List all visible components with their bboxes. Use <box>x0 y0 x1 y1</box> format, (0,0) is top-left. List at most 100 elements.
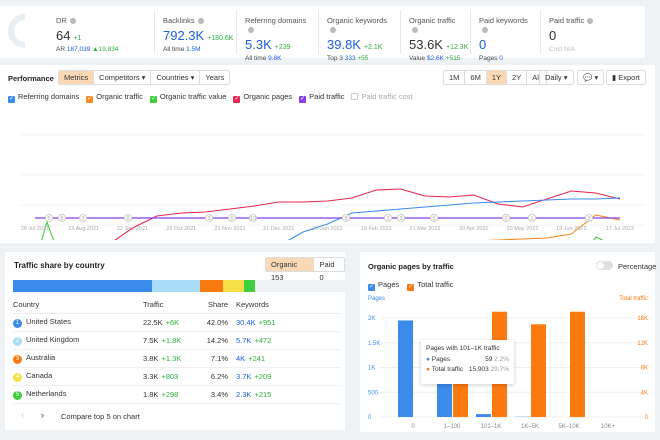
pages-bar <box>398 320 413 417</box>
pages-checkbox[interactable]: ✓ <box>368 284 375 291</box>
share-cell: 14.2% <box>203 331 228 350</box>
country-cell: 3 Australia <box>13 349 143 368</box>
metric-2[interactable]: Referring domains 5.3K +239 All time 9.8K <box>237 10 319 62</box>
x-tick-label: 22 Oct 2021 <box>166 226 196 232</box>
event-count: 6 <box>230 216 233 222</box>
rank-badge: 3 <box>13 354 22 364</box>
paid-button[interactable]: Paid 0 <box>319 260 335 282</box>
table-row[interactable]: 5 Netherlands 1.8K +298 3.4% 2.3K +215 <box>13 385 340 404</box>
col-traffic[interactable]: Traffic <box>143 297 203 314</box>
event-marker <box>124 214 132 222</box>
legend-item[interactable]: Paid traffic cost <box>351 92 413 103</box>
traffic-checkbox[interactable]: ✓ <box>407 284 415 291</box>
keywords-cell: 3.7K +209 <box>228 367 340 386</box>
left-tick: 1.5K <box>368 341 380 347</box>
tab-3[interactable]: Years <box>205 73 225 82</box>
x-tick-label: 20 Jan 2022 <box>312 226 342 232</box>
tooltip-traffic-label: Total traffic <box>431 366 464 373</box>
event-count: 8 <box>126 216 129 222</box>
legend-item[interactable]: ✓ Organic traffic <box>86 92 143 103</box>
category-label: 5K–10K <box>558 424 579 430</box>
organic-button[interactable]: Organic 153 <box>266 258 315 282</box>
metric-label: Paid keywords <box>479 16 532 34</box>
share-segment-1[interactable] <box>152 280 200 292</box>
metric-4[interactable]: Organic traffic 53.6K +12.3K Value $2.6K … <box>401 10 471 62</box>
legend-item[interactable]: ✓ Referring domains <box>8 92 80 103</box>
col-share[interactable]: Share <box>203 297 228 314</box>
left-tick: 0 <box>368 415 372 421</box>
right-tick: 8K <box>641 366 648 372</box>
table-row[interactable]: 4 Canada 3.3K +803 6.2% 3.7K +209 <box>13 367 340 386</box>
info-icon <box>482 27 488 34</box>
organic-pages-panel: Organic pages by traffic Percentage ✓ Pag… <box>360 252 656 432</box>
range-1Y[interactable]: 1Y <box>486 71 508 84</box>
traffic-cell: 3.8K +1.3K <box>143 349 203 368</box>
metric-sub: All time 1.5M <box>163 46 201 53</box>
annotate-button[interactable]: 💬 ▾ <box>577 70 605 85</box>
x-tick-label: 23 Aug 2021 <box>68 226 99 232</box>
tab-0[interactable]: Metrics <box>59 71 95 84</box>
x-tick-label: 20 May 2022 <box>507 226 539 232</box>
metric-6[interactable]: Paid traffic 0 Cost N/A <box>541 10 631 54</box>
col-keywords[interactable]: Keywords <box>228 297 340 314</box>
x-tick-label: 20 Apr 2022 <box>459 226 489 232</box>
x-tick-label: 21 Mar 2022 <box>410 226 441 232</box>
legend-item[interactable]: ✓ Organic pages <box>233 92 293 103</box>
share-segment-0[interactable] <box>13 280 153 292</box>
right-tick: 0 <box>645 415 649 421</box>
metric-value: 5.3K +239 <box>245 37 291 52</box>
metric-value: 53.6K +12.3K <box>409 37 469 52</box>
metric-delta: +12.3K <box>445 44 469 51</box>
range-6M[interactable]: 6M <box>465 71 487 84</box>
prev-arrow-icon[interactable]: ‹ <box>21 410 24 420</box>
metric-sub: Pages 0 <box>479 55 503 62</box>
event-marker <box>228 214 236 222</box>
export-button[interactable]: ▮ Export <box>606 70 646 85</box>
percentage-toggle[interactable] <box>596 261 613 270</box>
document-icon: ▮ <box>612 73 619 82</box>
category-label: 1K–5K <box>521 424 539 430</box>
dr-gauge <box>0 6 48 58</box>
country-cell: 4 Canada <box>13 367 143 386</box>
tab-1[interactable]: Competitors ▾ <box>94 71 152 84</box>
metric-label: DR <box>56 16 146 25</box>
col-country[interactable]: Country <box>13 297 143 314</box>
compare-link[interactable]: Compare top 5 on chart <box>61 412 140 421</box>
rank-badge: 5 <box>13 390 22 400</box>
range-All[interactable]: All <box>532 73 541 82</box>
legend-item[interactable]: ✓ Organic traffic value <box>149 92 227 103</box>
share-segment-4[interactable] <box>243 280 255 292</box>
metric-0[interactable]: DR 64 +1 AR 187,039 ▲19,834 <box>48 10 155 54</box>
table-row[interactable]: 3 Australia 3.8K +1.3K 7.1% 4K +241 <box>13 349 340 368</box>
metric-1[interactable]: Backlinks 792.3K +180.6K All time 1.5M <box>155 10 237 54</box>
country-cell: 2 United Kingdom <box>13 331 143 350</box>
legend-item[interactable]: ✓ Paid traffic <box>299 92 345 103</box>
country-table: Country Traffic Share Keywords 1 United S… <box>13 297 340 404</box>
performance-title: Performance <box>8 74 54 83</box>
range-2Y[interactable]: 2Y <box>507 71 528 84</box>
interval-label: Daily ▾ <box>545 73 568 82</box>
metric-value: 64 +1 <box>56 28 82 43</box>
table-row[interactable]: 2 United Kingdom 7.5K +1.8K 14.2% 5.7K +472 <box>13 331 340 350</box>
pages-title: Organic pages by traffic <box>368 262 454 271</box>
metric-3[interactable]: Organic keywords 39.8K +2.1K Top 3 333 +5… <box>319 10 401 62</box>
traffic-bar <box>531 324 546 417</box>
metric-delta: +180.6K <box>207 35 234 42</box>
interval-dropdown[interactable]: Daily ▾ <box>539 70 574 85</box>
share-cell: 6.2% <box>203 367 228 386</box>
right-tick: 4K <box>641 390 648 396</box>
share-cell: 3.4% <box>203 385 228 404</box>
metric-sub: AR 187,039 ▲19,834 <box>56 46 119 53</box>
range-selector: 1M 6M 1Y 2Y All <box>443 70 547 85</box>
right-axis-title: Total traffic <box>619 296 648 302</box>
share-segment-2[interactable] <box>199 280 224 292</box>
x-tick-label: 19 Feb 2022 <box>361 226 392 232</box>
metric-5[interactable]: Paid keywords 0 Pages 0 <box>471 10 541 62</box>
event-count: 8 <box>60 216 63 222</box>
share-segment-3[interactable] <box>223 280 244 292</box>
next-arrow-icon[interactable]: › <box>41 410 44 420</box>
tab-2[interactable]: Countries ▾ <box>151 71 201 84</box>
metric-sub: Top 3 333 +55 <box>327 55 369 62</box>
table-row[interactable]: 1 United States 22.5K +6K 42.0% 30.4K +951 <box>13 313 340 332</box>
range-1M[interactable]: 1M <box>444 71 466 84</box>
